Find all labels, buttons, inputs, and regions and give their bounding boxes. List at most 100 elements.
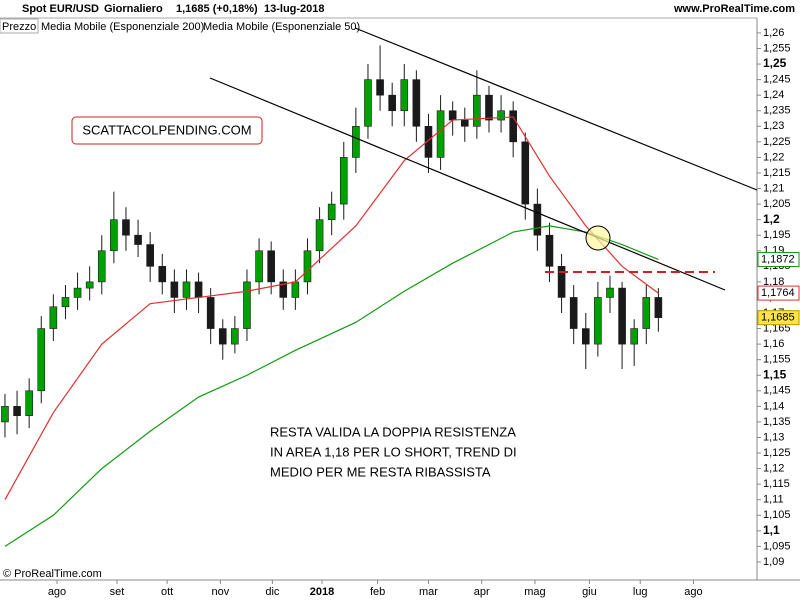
y-tick-label: 1,12: [763, 463, 784, 475]
y-tick-label: 1,115: [763, 478, 790, 490]
x-tick-label: feb: [370, 586, 385, 598]
y-tick-label: 1,195: [763, 229, 791, 241]
y-tick-label: 1,095: [763, 540, 791, 552]
candle-body: [630, 328, 638, 345]
y-tick-label: 1,105: [763, 509, 791, 521]
candle-body: [279, 281, 288, 298]
candle-body: [97, 250, 106, 283]
ma-value-label: 1,1872: [761, 253, 795, 265]
instrument: Spot EUR/USD: [22, 3, 99, 15]
y-tick-label: 1,125: [763, 447, 791, 459]
y-tick-label: 1,21: [763, 182, 784, 194]
candle-body: [267, 250, 275, 283]
x-tick-label: ott: [161, 586, 173, 598]
y-tick-label: 1,16: [763, 338, 784, 350]
candle-body: [581, 328, 590, 345]
y-tick-label: 1,2: [763, 212, 780, 226]
candle-body: [243, 281, 251, 329]
candle-body: [327, 203, 336, 220]
candle-body: [194, 281, 203, 298]
y-tick-label: 1,215: [763, 167, 791, 179]
watermark: SCATTACOLPENDING.COM: [82, 122, 251, 137]
y-tick-label: 1,15: [763, 367, 787, 381]
candle-body: [460, 119, 469, 127]
y-tick-label: 1,14: [763, 400, 784, 412]
candle-body: [618, 287, 626, 345]
plot: [1, 45, 663, 547]
ma-value-label: 1,1764: [761, 287, 795, 299]
candle-body: [170, 281, 179, 298]
candle-body: [25, 390, 33, 416]
candle-body: [424, 125, 433, 158]
last-price-box: [757, 310, 800, 326]
candle-body: [448, 110, 457, 121]
candle-body: [569, 297, 578, 329]
y-tick-label: 1,23: [763, 120, 784, 132]
copyright: © ProRealTime.com: [3, 568, 102, 580]
candle-body: [218, 328, 227, 345]
x-tick-label: apr: [474, 586, 490, 598]
site: www.ProRealTime.com: [673, 3, 795, 15]
y-tick-label: 1,22: [763, 151, 784, 163]
candle-body: [122, 219, 130, 236]
candle-body: [1, 406, 9, 423]
candle-body: [73, 287, 82, 298]
candle-body: [61, 297, 70, 308]
x-tick-label: dic: [265, 586, 280, 598]
candle-body: [339, 157, 348, 205]
legend-ema50: Media Mobile (Esponenziale 50): [203, 21, 360, 33]
candle-body: [158, 266, 167, 283]
candle-body: [557, 266, 566, 298]
candle-body: [291, 281, 300, 298]
period: Giornaliero: [104, 3, 163, 15]
watermark-box: [71, 116, 263, 145]
candle-body: [642, 297, 651, 329]
candle-body: [134, 234, 142, 245]
y-tick-label: 1,11: [763, 494, 784, 506]
candle-body: [497, 110, 505, 121]
candle-body: [182, 281, 191, 298]
candle-body: [110, 219, 118, 252]
y-tick-label: 1,155: [763, 354, 791, 366]
y-tick-label: 1,09: [763, 556, 784, 568]
candle-body: [485, 94, 493, 121]
legend-box: [0, 18, 39, 34]
legend-price: Prezzo: [2, 21, 36, 33]
x-tick-label: ago: [48, 586, 66, 598]
x-tick-label: mag: [524, 586, 545, 598]
ma-value-box: [757, 251, 800, 267]
candle-body: [473, 94, 481, 127]
candle-body: [37, 328, 46, 392]
last-price-label: 1,1685: [761, 312, 795, 324]
candle-body: [533, 203, 542, 236]
candle-body: [376, 79, 384, 96]
candle-body: [49, 306, 58, 329]
y-tick-label: 1,25: [763, 56, 787, 70]
y-tick-label: 1,135: [763, 416, 791, 428]
moving-average: [4, 116, 659, 501]
candle-body: [146, 244, 154, 267]
candle-body: [388, 94, 396, 112]
candle-body: [13, 406, 21, 416]
y-tick-label: 1,165: [763, 322, 791, 334]
x-tick-label: ago: [684, 586, 702, 598]
candle-body: [206, 297, 215, 329]
moving-average: [4, 225, 659, 547]
y-tick-label: 1,245: [763, 74, 791, 86]
candle-body: [509, 110, 517, 143]
annotation-line: IN AREA 1,18 PER LO SHORT, TREND DI: [270, 444, 517, 459]
candle-body: [436, 110, 445, 158]
annotation-line: MEDIO PER ME RESTA RIBASSISTA: [270, 464, 491, 479]
y-tick-label: 1,13: [763, 431, 784, 443]
y-tick-label: 1,255: [763, 42, 791, 54]
y-tick-label: 1,225: [763, 136, 791, 148]
y-tick-label: 1,24: [763, 89, 784, 101]
candle-body: [606, 287, 614, 298]
y-tick-label: 1,205: [763, 198, 791, 210]
candle-body: [400, 79, 409, 112]
candle-body: [352, 125, 360, 158]
date: 13-lug-2018: [264, 3, 325, 15]
candle-body: [255, 250, 263, 283]
